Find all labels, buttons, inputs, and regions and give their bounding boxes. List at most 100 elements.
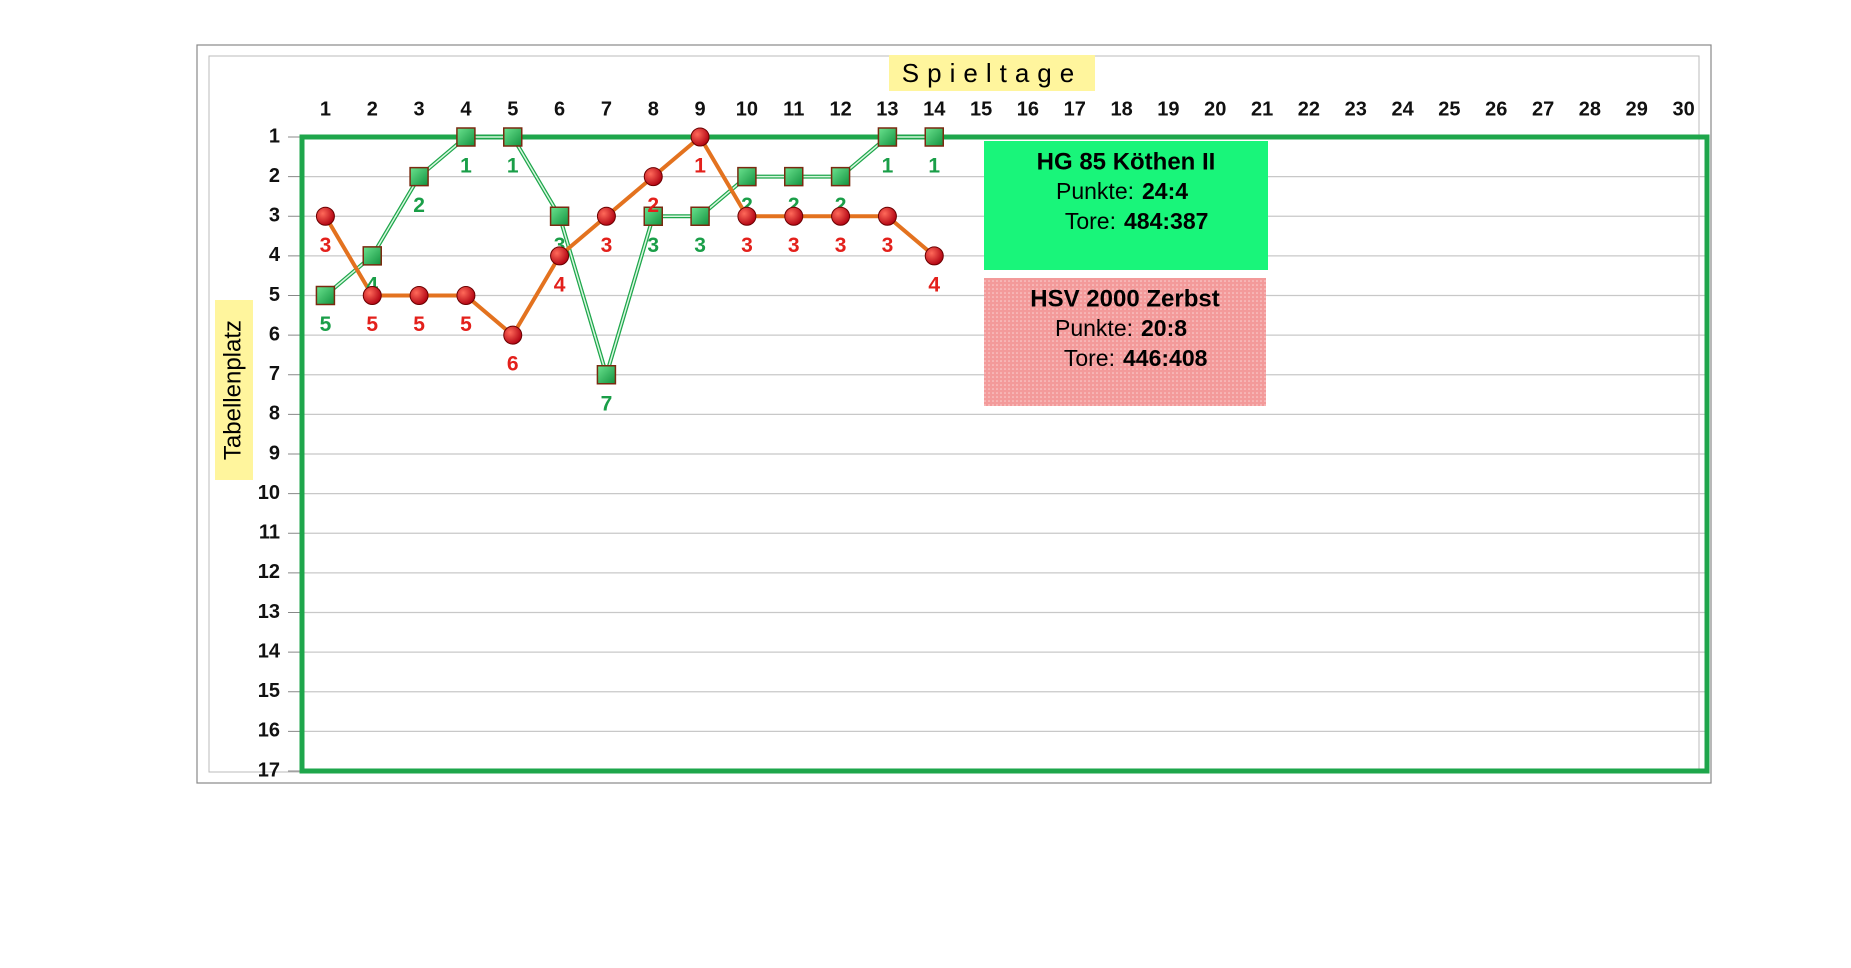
marker [596, 206, 616, 226]
data-label: 2 [741, 194, 753, 217]
marker [315, 206, 335, 226]
marker [596, 365, 617, 385]
marker [877, 206, 897, 226]
x-tick-label: 27 [1532, 98, 1554, 120]
x-tick-label: 17 [1064, 98, 1086, 120]
points-label: Punkte: [1056, 178, 1134, 204]
marker [409, 286, 429, 305]
y-tick-label: 13 [258, 601, 280, 623]
x-tick-label: 23 [1345, 98, 1367, 120]
marker [924, 246, 944, 266]
data-label: 3 [741, 234, 753, 257]
x-tick-label: 8 [648, 98, 659, 120]
marker [784, 206, 804, 226]
marker [550, 246, 570, 266]
y-tick-label: 14 [258, 640, 281, 662]
y-tick-label: 6 [269, 323, 280, 345]
points-label: Punkte: [1055, 315, 1133, 341]
data-label: 5 [320, 313, 332, 336]
marker [643, 167, 663, 187]
x-tick-label: 10 [736, 98, 758, 120]
data-label: 1 [460, 155, 472, 178]
y-tick-label: 1 [269, 125, 280, 147]
goals-value: 484:387 [1124, 208, 1208, 234]
y-tick-label: 15 [258, 680, 280, 702]
y-tick-label: 12 [258, 561, 280, 583]
x-tick-label: 19 [1157, 98, 1179, 120]
data-label: 3 [554, 234, 566, 257]
goals-label: Tore: [1064, 345, 1115, 371]
x-tick-label: 13 [876, 98, 898, 120]
data-label: 4 [928, 273, 940, 296]
data-label: 6 [507, 353, 519, 376]
x-tick-label: 6 [554, 98, 565, 120]
x-tick-label: 2 [367, 98, 378, 120]
outer-frame [196, 44, 1712, 784]
points-value: 20:8 [1141, 315, 1187, 341]
x-tick-label: 30 [1672, 98, 1694, 120]
data-label: 2 [788, 194, 800, 217]
legend-box [984, 278, 1266, 406]
x-tick-label: 3 [414, 98, 425, 120]
x-tick-label: 22 [1298, 98, 1320, 120]
y-tick-label: 4 [269, 244, 281, 266]
plot-border [299, 134, 1710, 774]
legend-name: HG 85 Köthen II [1037, 148, 1216, 175]
data-label: 1 [928, 155, 940, 178]
y-tick-label: 16 [258, 720, 280, 742]
marker [362, 246, 382, 266]
x-tick-label: 11 [783, 98, 804, 120]
goals-label: Tore: [1065, 208, 1116, 234]
marker [924, 127, 944, 147]
data-label: 5 [366, 313, 378, 336]
x-tick-label: 24 [1391, 98, 1414, 120]
marker [737, 206, 757, 226]
data-label: 4 [554, 273, 566, 296]
marker [784, 166, 804, 187]
data-label: 3 [882, 234, 894, 257]
marker [456, 127, 476, 147]
x-tick-label: 7 [601, 98, 612, 120]
data-label: 5 [460, 313, 472, 336]
data-label: 3 [835, 234, 847, 257]
y-tick-label: 17 [258, 759, 280, 781]
x-tick-label: 12 [829, 98, 851, 120]
info-boxes: HG 85 Köthen II Punkte: 24:4 Tore: 484:387 HS… [984, 141, 1268, 406]
y-title-bg [215, 300, 253, 480]
points-value: 24:4 [1142, 178, 1188, 204]
data-label: 2 [413, 194, 425, 217]
data-label: 3 [788, 234, 800, 257]
data-label: 3 [647, 234, 659, 257]
data-label: 5 [413, 313, 425, 336]
data-label: 1 [882, 155, 894, 178]
marker [549, 206, 570, 226]
data-label: 3 [320, 234, 332, 257]
marker [503, 127, 523, 147]
y-tick-label: 7 [269, 363, 280, 385]
x-tick-label: 15 [970, 98, 992, 120]
marker [315, 285, 336, 306]
marker [690, 127, 710, 147]
x-tick-label: 5 [507, 98, 518, 120]
x-tick-label: 4 [460, 98, 472, 120]
legend-box [984, 141, 1268, 270]
x-tick-label: 29 [1626, 98, 1648, 120]
marker [643, 206, 663, 226]
marker [503, 325, 523, 345]
data-label: 7 [601, 392, 613, 415]
x-tick-label: 1 [320, 98, 331, 120]
data-label: 1 [507, 155, 519, 178]
x-tick-label: 25 [1438, 98, 1460, 120]
y-tick-label: 3 [269, 205, 280, 227]
data-label: 3 [694, 234, 706, 257]
x-tick-label: 26 [1485, 98, 1507, 120]
marker [362, 286, 382, 305]
data-label: 2 [647, 194, 659, 217]
data-label: 1 [694, 155, 706, 178]
x-tick-label: 16 [1017, 98, 1039, 120]
marker [830, 166, 851, 187]
marker [456, 286, 476, 305]
x-tick-label: 18 [1110, 98, 1132, 120]
